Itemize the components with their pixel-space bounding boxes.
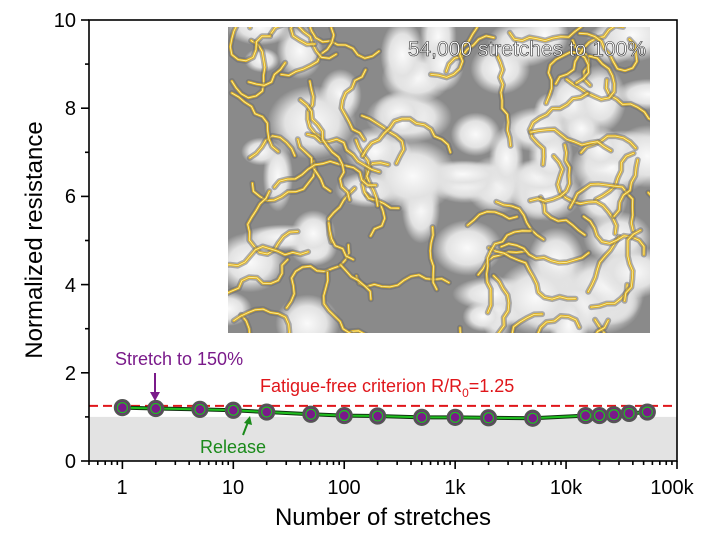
release-point (641, 406, 653, 418)
stretch-annotation: Stretch to 150% (115, 349, 243, 369)
x-tick-label: 10k (550, 477, 583, 499)
y-tick-label: 6 (65, 186, 76, 208)
release-point (579, 409, 592, 422)
release-point (593, 409, 606, 422)
y-tick-label: 10 (54, 10, 76, 32)
release-point (623, 407, 635, 420)
release-point (194, 403, 206, 416)
release-arrow (242, 416, 252, 436)
x-tick-label: 100k (650, 477, 694, 499)
inset-micrograph (228, 27, 650, 333)
release-annotation: Release (200, 437, 266, 457)
x-tick-label: 1k (444, 477, 466, 499)
release-point (150, 402, 162, 415)
release-point (527, 412, 539, 424)
x-tick-label: 100 (327, 477, 360, 499)
release-point (338, 409, 350, 422)
release-point (116, 401, 129, 414)
x-tick-label: 1 (116, 477, 127, 499)
release-point (608, 409, 620, 421)
y-tick-label: 0 (65, 451, 76, 473)
criterion-annotation: Fatigue-free criterion R/R0=1.25 (260, 376, 514, 400)
x-axis-title: Number of stretches (275, 504, 491, 531)
x-tick-label: 10 (222, 477, 244, 499)
release-point (371, 410, 384, 422)
release-point (305, 408, 317, 420)
inset-title: 54,000 stretches to 100% (408, 38, 646, 61)
y-tick-label: 8 (65, 98, 76, 120)
release-point (416, 411, 428, 423)
shaded-band (89, 416, 677, 461)
y-tick-label: 2 (65, 363, 76, 385)
release-point (482, 412, 495, 424)
release-point (449, 411, 461, 423)
release-point (227, 404, 239, 416)
y-axis-title: Normalized resistance (21, 121, 48, 358)
stretch-arrow (150, 373, 160, 401)
y-tick-label: 4 (65, 275, 76, 297)
release-point (261, 406, 273, 418)
